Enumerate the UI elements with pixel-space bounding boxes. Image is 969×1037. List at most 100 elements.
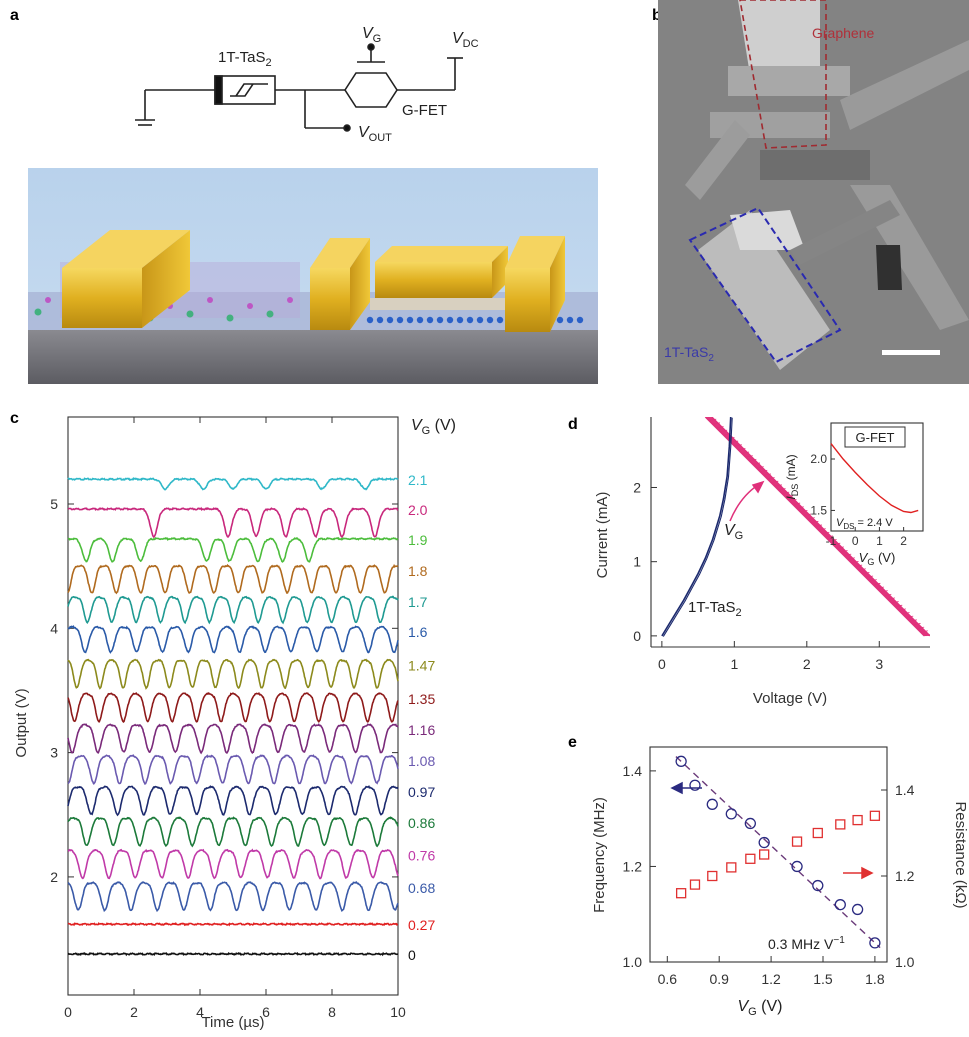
panel-e-resistance-point: [835, 819, 846, 830]
panel-e-ytick-left-label: 1.4: [623, 763, 643, 779]
panel-c-series-label: 0.86: [408, 815, 435, 831]
panel-d-load-hatch: [719, 429, 728, 432]
circuit-vg-label: VG: [362, 25, 381, 45]
panel-d-load-hatch: [716, 426, 724, 429]
panel-c-trace: [67, 536, 399, 563]
panel-e-frame: [649, 746, 888, 963]
panel-e-xtick-label: 0.9: [709, 971, 729, 987]
panel-d-load-hatch: [818, 528, 826, 531]
panel-d-inset-curve: [830, 443, 919, 514]
panel-e-frequency-point: [689, 779, 701, 791]
panel-d-inset-xtick-label: 2: [900, 534, 907, 548]
panel-c-trace: [67, 691, 399, 724]
panel-d-vg-arrow: [729, 480, 765, 522]
panel-c-trace: [67, 848, 399, 880]
panel-c-ylabel: Output (V): [13, 688, 30, 757]
panel-d-inset-ytick-label: 2.0: [810, 452, 827, 466]
panel-d-load-line: [709, 417, 929, 637]
panel-d-load-hatch: [749, 458, 757, 462]
panel-d-load-hatch: [894, 604, 903, 608]
panel-d-load-hatch: [756, 466, 764, 469]
panel-e-resistance-point: [689, 879, 701, 890]
panel-c-series-label: 1.6: [408, 624, 428, 640]
panel-c-ytick-label: 4: [50, 620, 58, 636]
panel-e-frequency-point: [834, 899, 846, 911]
panel-e-ytick-right-label: 1.0: [895, 954, 915, 970]
panel-e-ytick-left-label: 1.2: [623, 858, 643, 874]
panel-c-series-label: 0.76: [408, 848, 435, 864]
panel-c-xtick-label: 8: [328, 1004, 336, 1020]
panel-c-trace: [67, 723, 399, 755]
panel-e-xtick-label: 1.8: [865, 971, 885, 987]
panel-d-load-hatch: [869, 579, 877, 582]
panel-c-frame: [67, 416, 399, 996]
panel-d-load-hatch: [876, 586, 885, 589]
panel-e-frequency-point: [812, 879, 824, 892]
panel-d-load-hatch: [862, 571, 870, 575]
panel-d-load-hatch: [821, 531, 830, 535]
panel-c-trace: [67, 816, 399, 848]
panel-e-letter: e: [568, 734, 577, 751]
panel-d-ytick-label: 0: [633, 628, 641, 644]
panel-d-load-hatch: [738, 447, 746, 451]
panel-e-frequency-point: [869, 937, 881, 949]
panel-d-ylabel: Current (mA): [594, 492, 611, 579]
panel-d-load-hatch: [854, 564, 863, 567]
panel-d-load-hatch: [807, 517, 815, 520]
panel-d-ytick-label: 1: [633, 554, 641, 570]
panel-d-load-hatch: [873, 582, 881, 586]
panel-d-load-hatch: [741, 451, 750, 454]
panel-e-chart: e 0.6 0.9 1.2 1.5 1.8 1.0 1.2 1.4 1.0 1.2 1.4 VG (…: [568, 734, 969, 1018]
panel-c-ytick-label: 2: [50, 869, 58, 885]
panel-d-load-hatch: [880, 590, 888, 593]
panel-d-load-hatch: [759, 469, 768, 473]
panel-d-load-hatch: [712, 422, 720, 425]
panel-d-load-hatch: [767, 477, 775, 480]
panel-d-load-hatch: [883, 593, 892, 597]
panel-d-load-hatch: [905, 615, 914, 619]
panel-d-load-hatch: [781, 491, 790, 494]
panel-c-series-label: 0.27: [408, 917, 435, 933]
panel-d-load-hatch: [898, 608, 906, 611]
panel-c-xtick-label: 10: [390, 1004, 406, 1020]
panel-d-tas2-curve: [661, 417, 732, 637]
panel-e-frequency-point: [851, 903, 864, 916]
panel-e-resistance-point: [759, 849, 770, 860]
panel-b-letter: b: [652, 7, 662, 24]
panel-e-right-arrow: [843, 866, 874, 880]
panel-c-xlabel: Time (µs): [201, 1014, 264, 1031]
panel-d-load-hatch: [851, 561, 859, 564]
panel-d-load-hatch: [902, 612, 910, 615]
panel-e-annotation: 0.3 MHz V−1: [768, 935, 845, 952]
panel-d-load-line: [707, 417, 927, 637]
panel-d-load-hatch: [814, 524, 823, 527]
graphene-label: Graphene: [812, 25, 874, 41]
panel-d-load-hatch: [843, 553, 852, 557]
circuit-gfet-label: G-FET: [402, 102, 447, 119]
panel-d-load-hatch: [909, 619, 917, 622]
panel-e-resistance-point: [791, 836, 803, 847]
panel-e-xtick-label: 0.6: [658, 971, 678, 987]
panel-d-load-hatch: [785, 495, 793, 498]
panel-d-load-hatch: [891, 601, 899, 604]
panel-e-ylabel-left: Frequency (MHz): [591, 797, 608, 913]
tas2-micrograph-label: 1T-TaS2: [664, 344, 714, 364]
panel-e-frequency-point: [758, 836, 770, 849]
panel-e-resistance-point: [745, 853, 756, 864]
panel-d-inset-title-box: [844, 426, 906, 448]
panel-e-frequency-point: [675, 755, 687, 767]
panel-d-load-hatch: [836, 546, 844, 549]
panel-d-load-line: [711, 417, 930, 637]
panel-d-inset-xtick-label: -1: [826, 534, 837, 548]
sem-micrograph: [658, 0, 969, 384]
panel-c-series-label: 0.68: [408, 880, 435, 896]
panel-d-load-hatch: [803, 513, 812, 516]
panel-e-frequency-point: [706, 798, 718, 810]
panel-d-letter: d: [568, 416, 578, 433]
panel-d-load-hatch: [840, 550, 848, 553]
panel-c-series-label: 0.97: [408, 784, 435, 800]
panel-c-trace: [67, 951, 399, 957]
circuit-vout-label: VOUT: [358, 124, 392, 144]
panel-d-load-hatch: [778, 488, 786, 491]
panel-d-load-hatch: [913, 623, 921, 626]
